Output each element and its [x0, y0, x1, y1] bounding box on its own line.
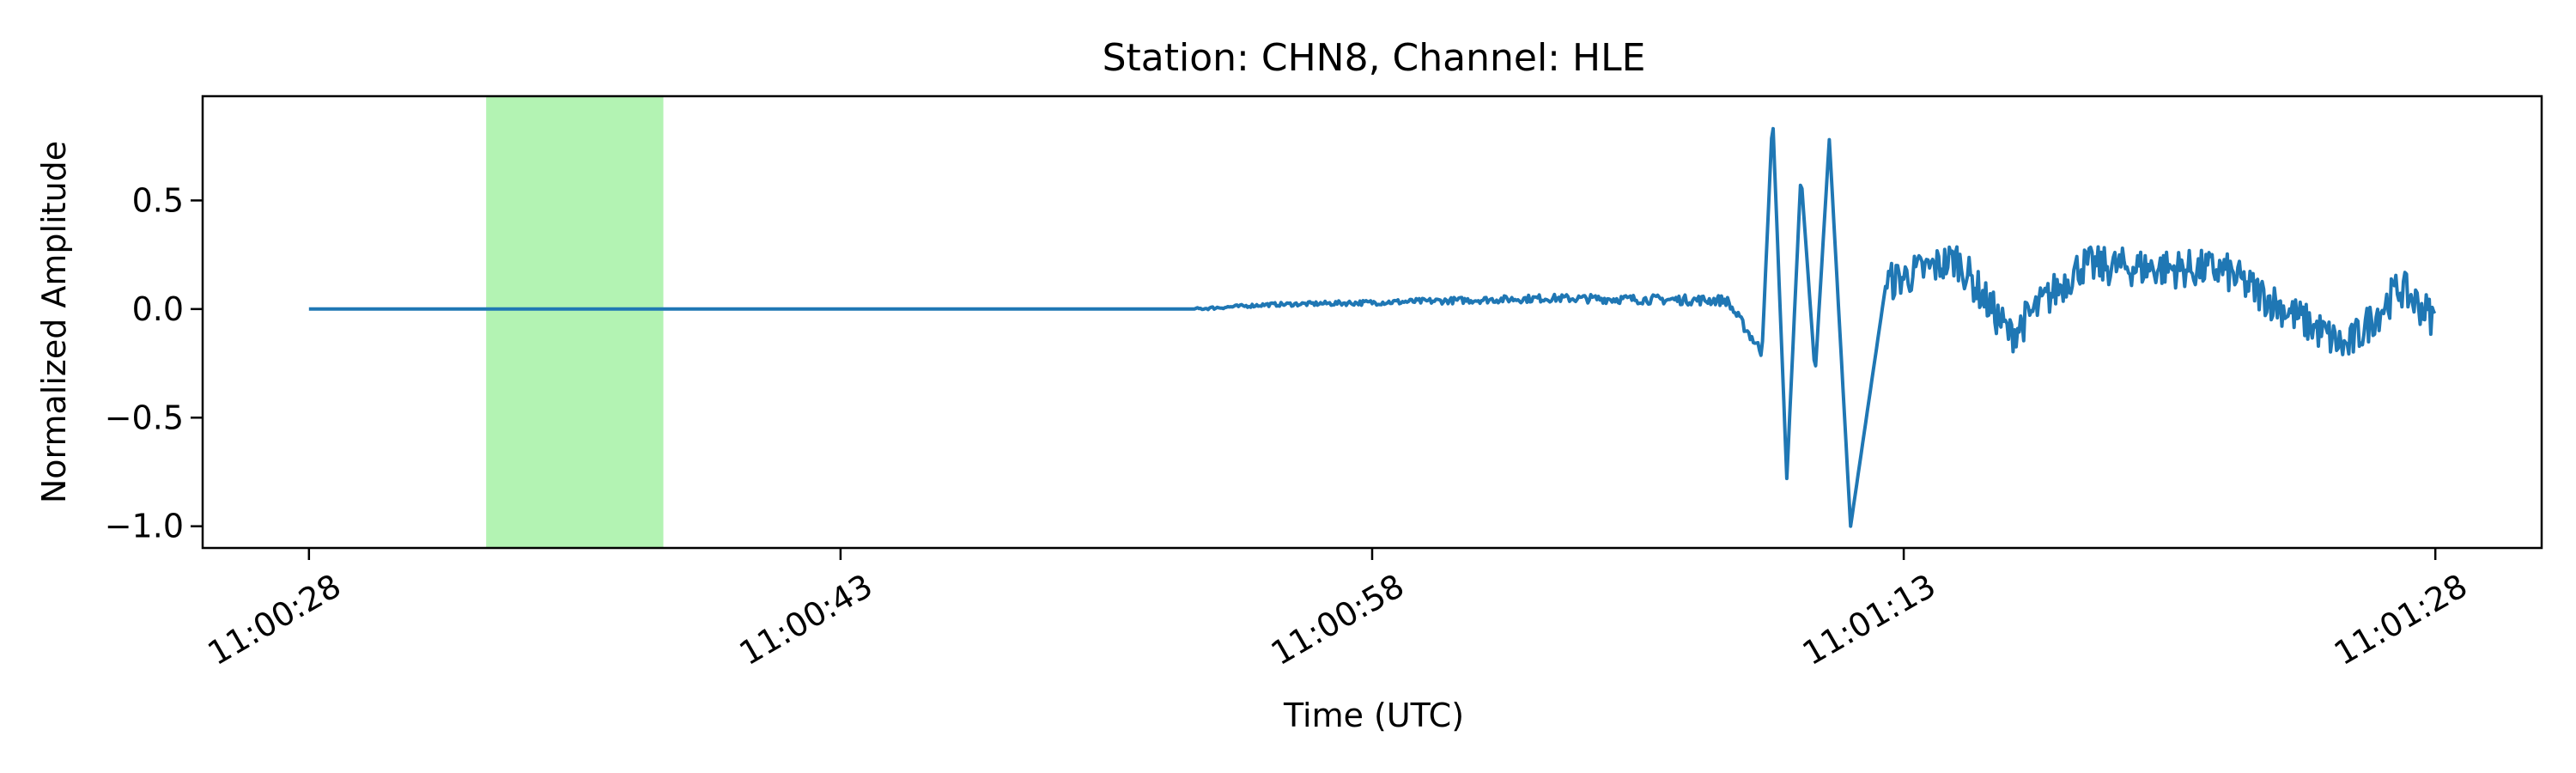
y-tick-label: −0.5: [105, 399, 184, 436]
y-tick-label: 0.5: [132, 181, 184, 219]
y-axis: 0.5 0.0 −0.5 −1.0: [105, 181, 203, 545]
y-tick-label: 0.0: [132, 290, 184, 328]
x-tick-label: 11:01:13: [1796, 567, 1942, 673]
plot-area: [308, 96, 2437, 548]
x-tick-label: 11:00:28: [202, 567, 348, 673]
waveform-line: [308, 126, 2437, 528]
x-axis-label: Time (UTC): [1283, 697, 1464, 734]
x-tick-label: 11:00:58: [1265, 567, 1411, 673]
y-axis-label: Normalized Amplitude: [35, 141, 73, 503]
chart-title: Station: CHN8, Channel: HLE: [1103, 36, 1646, 80]
x-tick-label: 11:01:28: [2328, 567, 2474, 673]
highlight-span: [486, 96, 664, 548]
x-tick-label: 11:00:43: [733, 567, 879, 673]
x-axis: 11:00:28 11:00:43 11:00:58 11:01:13 11:01:28: [202, 548, 2474, 673]
y-tick-label: −1.0: [105, 508, 184, 545]
